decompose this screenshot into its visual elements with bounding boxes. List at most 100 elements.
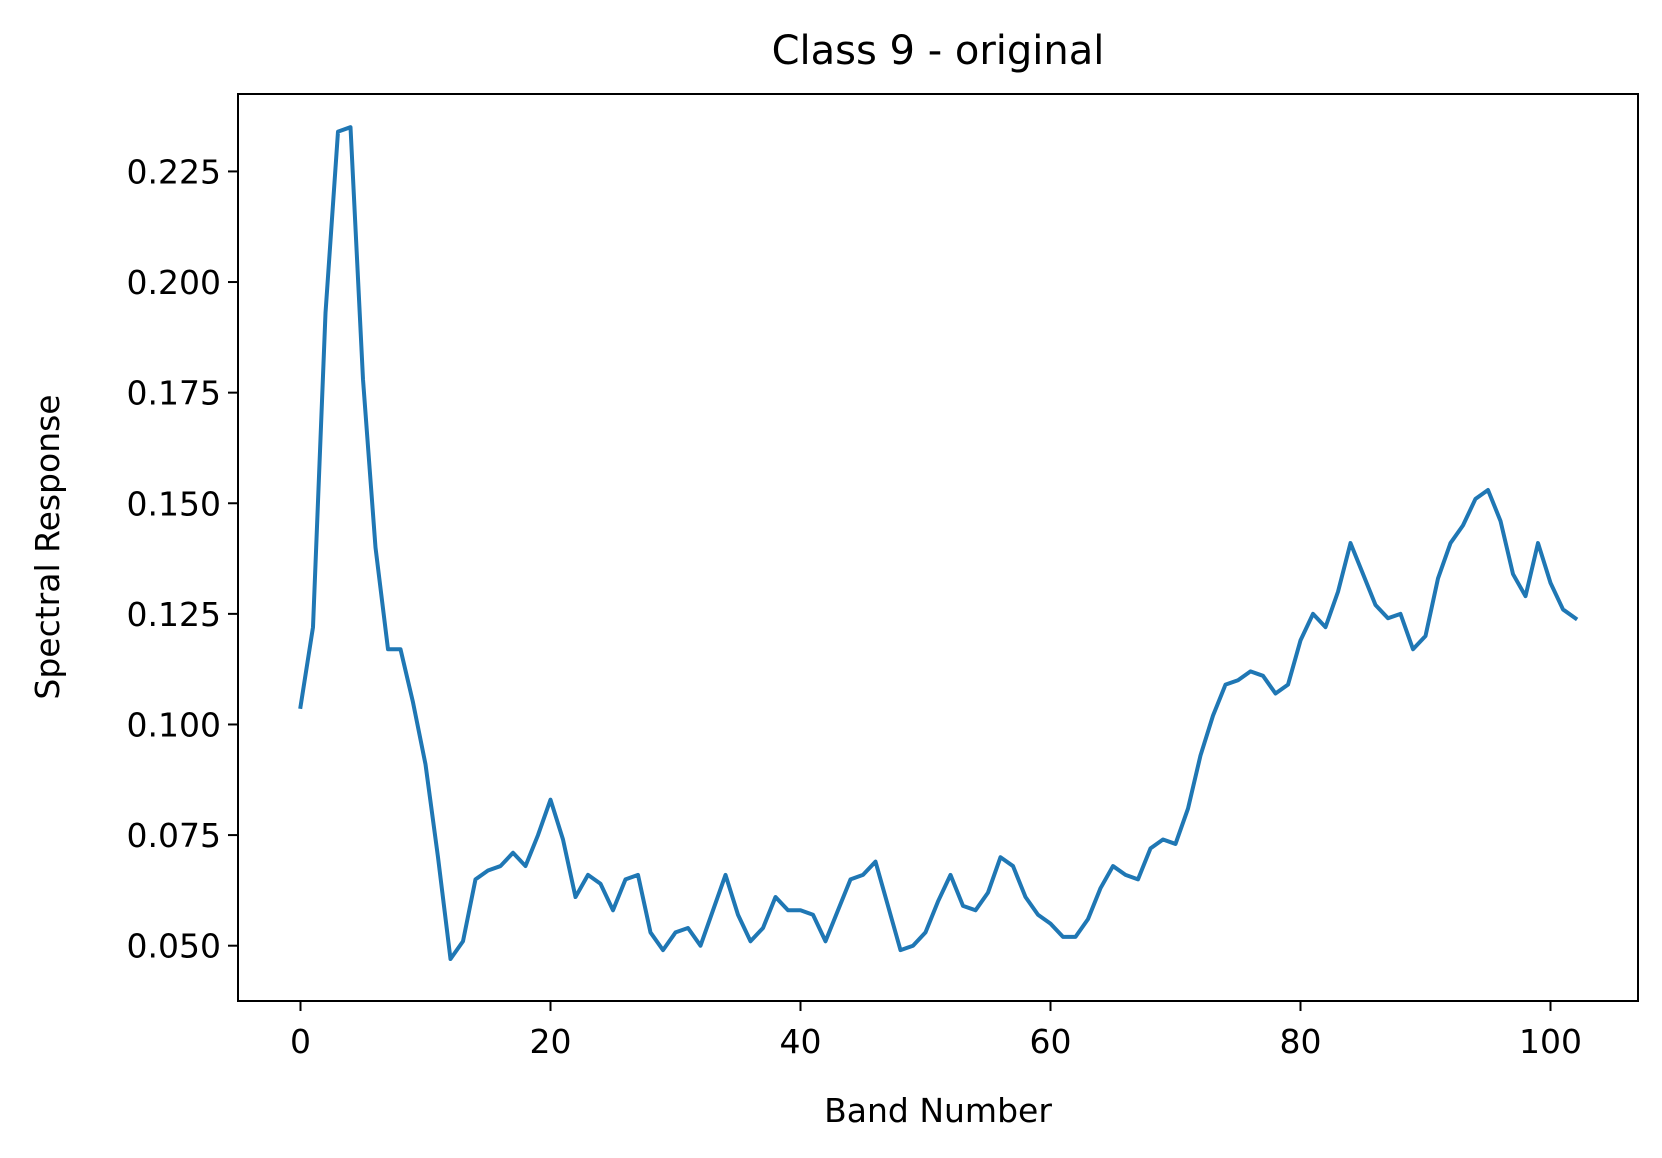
data-point xyxy=(1313,613,1314,614)
data-point xyxy=(525,866,526,867)
data-point xyxy=(500,866,501,867)
data-point xyxy=(675,932,676,933)
data-point xyxy=(1113,866,1114,867)
data-point xyxy=(1175,843,1176,844)
data-point xyxy=(600,883,601,884)
y-axis-label: Spectral Response xyxy=(28,394,67,699)
y-tick-label: 0.175 xyxy=(127,374,221,413)
data-point xyxy=(1000,857,1001,858)
data-point xyxy=(800,910,801,911)
data-point xyxy=(1063,936,1064,937)
data-point xyxy=(1488,489,1489,490)
x-tick-label: 80 xyxy=(1280,1022,1322,1061)
data-point xyxy=(513,852,514,853)
x-tick-label: 0 xyxy=(290,1022,311,1061)
data-point xyxy=(488,870,489,871)
data-point xyxy=(363,379,364,380)
x-axis-label: Band Number xyxy=(824,1091,1052,1130)
data-point xyxy=(850,879,851,880)
data-point xyxy=(900,950,901,951)
x-tick-label: 20 xyxy=(530,1022,572,1061)
x-tick-label: 60 xyxy=(1030,1022,1072,1061)
data-point xyxy=(350,127,351,128)
data-point xyxy=(300,706,301,707)
data-point xyxy=(1025,897,1026,898)
data-point xyxy=(975,910,976,911)
data-point xyxy=(1450,543,1451,544)
data-point xyxy=(1188,808,1189,809)
data-point xyxy=(888,905,889,906)
y-tick-label: 0.200 xyxy=(127,263,221,302)
x-tick-label: 40 xyxy=(780,1022,822,1061)
data-point xyxy=(813,914,814,915)
data-point xyxy=(475,879,476,880)
data-point xyxy=(663,950,664,951)
data-point xyxy=(1250,671,1251,672)
data-point xyxy=(1150,848,1151,849)
data-point xyxy=(875,861,876,862)
chart-title: Class 9 - original xyxy=(772,28,1105,74)
data-point xyxy=(825,941,826,942)
data-point xyxy=(1138,879,1139,880)
y-axis: 0.050 0.075 0.100 0.125 0.150 0.175 0.200 0.225 xyxy=(127,152,238,966)
data-point xyxy=(638,874,639,875)
data-point xyxy=(725,874,726,875)
data-point xyxy=(400,649,401,650)
data-point xyxy=(1088,919,1089,920)
x-axis: 0 20 40 60 80 100 xyxy=(290,1001,1582,1061)
series-layer xyxy=(298,125,1579,961)
data-point xyxy=(700,945,701,946)
data-point xyxy=(713,910,714,911)
data-point xyxy=(925,932,926,933)
data-point xyxy=(425,764,426,765)
data-point xyxy=(1238,680,1239,681)
data-point xyxy=(863,874,864,875)
data-point xyxy=(1075,936,1076,937)
data-point xyxy=(325,313,326,314)
data-point xyxy=(1575,618,1576,619)
data-point xyxy=(763,928,764,929)
x-tick-label: 100 xyxy=(1519,1022,1582,1061)
data-point xyxy=(1375,605,1376,606)
data-point xyxy=(1325,627,1326,628)
data-point xyxy=(1350,543,1351,544)
data-point xyxy=(1213,715,1214,716)
data-point xyxy=(1550,582,1551,583)
data-point xyxy=(1475,498,1476,499)
data-point xyxy=(563,839,564,840)
data-point xyxy=(913,945,914,946)
data-point xyxy=(838,910,839,911)
y-tick-label: 0.050 xyxy=(127,927,221,966)
y-tick-label: 0.075 xyxy=(127,816,221,855)
data-point xyxy=(1463,525,1464,526)
data-point xyxy=(988,892,989,893)
data-point xyxy=(413,702,414,703)
data-point xyxy=(1275,693,1276,694)
data-point xyxy=(1525,596,1526,597)
data-point xyxy=(338,131,339,132)
data-point xyxy=(688,928,689,929)
data-point xyxy=(1400,613,1401,614)
data-point xyxy=(1100,888,1101,889)
data-point xyxy=(550,799,551,800)
data-point xyxy=(1388,618,1389,619)
data-point xyxy=(1338,591,1339,592)
data-point xyxy=(1125,874,1126,875)
data-point xyxy=(950,874,951,875)
data-point xyxy=(388,649,389,650)
data-point xyxy=(375,547,376,548)
data-point xyxy=(775,897,776,898)
data-point xyxy=(450,958,451,959)
data-point xyxy=(1013,866,1014,867)
data-point xyxy=(1425,635,1426,636)
data-point xyxy=(1563,609,1564,610)
data-point xyxy=(788,910,789,911)
data-point xyxy=(625,879,626,880)
data-point xyxy=(313,627,314,628)
data-point xyxy=(538,835,539,836)
data-point xyxy=(938,901,939,902)
data-point xyxy=(438,857,439,858)
data-point xyxy=(1263,675,1264,676)
